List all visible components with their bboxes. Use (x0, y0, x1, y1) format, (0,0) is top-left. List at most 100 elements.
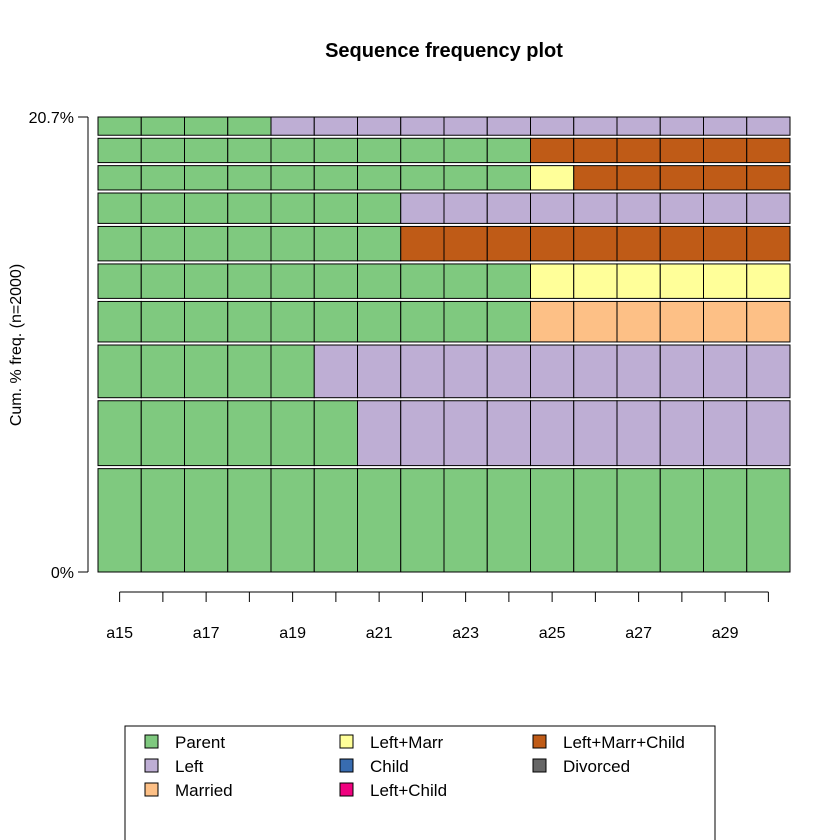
cell-parent-a29 (703, 468, 748, 573)
cell-left-a22 (400, 192, 445, 224)
cell-left-marr-child-a27 (616, 165, 661, 191)
cell-parent-a17 (184, 468, 229, 573)
cell-parent-a19 (270, 468, 315, 573)
x-tick-label: a29 (712, 625, 739, 642)
cell-left-a28 (659, 192, 704, 224)
cell-left-a28 (659, 116, 704, 136)
cell-parent-a21 (357, 300, 402, 343)
cell-parent-a20 (313, 400, 358, 467)
cell-parent-a16 (140, 137, 185, 164)
sequence-8 (97, 165, 791, 191)
cell-left-a27 (616, 400, 661, 467)
cell-left-a29 (703, 400, 748, 467)
cell-married-a30 (746, 300, 791, 343)
cell-left-marr-child-a25 (530, 137, 575, 164)
sequence-3 (97, 344, 791, 399)
legend-swatch (339, 782, 354, 797)
cell-parent-a19 (270, 192, 315, 224)
cell-left-a29 (703, 344, 748, 399)
x-tick-label: a19 (279, 625, 306, 642)
cell-parent-a23 (443, 468, 488, 573)
cell-parent-a24 (486, 137, 531, 164)
cell-parent-a27 (616, 468, 661, 573)
y-tick-label: 20.7% (29, 110, 74, 127)
cell-left-a27 (616, 344, 661, 399)
cell-parent-a28 (659, 468, 704, 573)
cell-parent-a20 (313, 137, 358, 164)
x-tick-label: a21 (366, 625, 393, 642)
cell-left-marr-child-a25 (530, 225, 575, 262)
cell-parent-a17 (184, 400, 229, 467)
cell-left-marr-child-a28 (659, 165, 704, 191)
cell-parent-a19 (270, 165, 315, 191)
cell-parent-a16 (140, 165, 185, 191)
cell-parent-a18 (227, 344, 272, 399)
cell-left-a29 (703, 192, 748, 224)
cell-left-a29 (703, 116, 748, 136)
cell-married-a29 (703, 300, 748, 343)
cell-left-a28 (659, 400, 704, 467)
cell-married-a27 (616, 300, 661, 343)
cell-left-a20 (313, 116, 358, 136)
cell-parent-a17 (184, 192, 229, 224)
cell-left-marr-child-a23 (443, 225, 488, 262)
cell-left-a19 (270, 116, 315, 136)
cell-left-a24 (486, 344, 531, 399)
cell-parent-a15 (97, 300, 142, 343)
cell-parent-a21 (357, 165, 402, 191)
cell-parent-a19 (270, 225, 315, 262)
cell-left-a24 (486, 400, 531, 467)
cell-parent-a20 (313, 300, 358, 343)
sequence-5 (97, 263, 791, 299)
cell-left-marr-a30 (746, 263, 791, 299)
cell-parent-a24 (486, 300, 531, 343)
cell-married-a25 (530, 300, 575, 343)
cell-parent-a16 (140, 192, 185, 224)
cell-left-marr-child-a29 (703, 165, 748, 191)
legend-label: Left (175, 757, 204, 776)
cell-left-marr-a26 (573, 263, 618, 299)
cell-left-a20 (313, 344, 358, 399)
cell-parent-a16 (140, 400, 185, 467)
cell-parent-a23 (443, 300, 488, 343)
cell-parent-a16 (140, 300, 185, 343)
cell-left-a21 (357, 344, 402, 399)
cell-left-a30 (746, 400, 791, 467)
cell-parent-a26 (573, 468, 618, 573)
cell-left-marr-child-a29 (703, 225, 748, 262)
cell-left-marr-child-a26 (573, 165, 618, 191)
cell-left-a30 (746, 116, 791, 136)
legend-label: Left+Marr (370, 733, 444, 752)
cell-left-marr-child-a24 (486, 225, 531, 262)
cell-parent-a24 (486, 263, 531, 299)
cell-parent-a15 (97, 344, 142, 399)
cell-left-a23 (443, 192, 488, 224)
cell-parent-a18 (227, 116, 272, 136)
cell-parent-a15 (97, 263, 142, 299)
cell-parent-a17 (184, 116, 229, 136)
sequence-7 (97, 192, 791, 224)
cell-left-marr-a27 (616, 263, 661, 299)
cell-parent-a17 (184, 300, 229, 343)
cell-parent-a18 (227, 225, 272, 262)
cell-left-marr-child-a26 (573, 137, 618, 164)
legend-label: Divorced (563, 757, 630, 776)
legend-item-left: Left (144, 757, 204, 776)
legend: Parent Left Married Left+Marr Child Left+Chil… (124, 725, 716, 840)
cell-left-marr-child-a30 (746, 225, 791, 262)
x-tick-label: a23 (452, 625, 479, 642)
legend-label: Child (370, 757, 409, 776)
legend-swatch (144, 782, 159, 797)
cell-parent-a22 (400, 263, 445, 299)
cell-parent-a19 (270, 344, 315, 399)
cell-parent-a21 (357, 225, 402, 262)
cell-parent-a23 (443, 137, 488, 164)
sequence-10 (97, 116, 791, 136)
cell-parent-a18 (227, 165, 272, 191)
cell-parent-a17 (184, 137, 229, 164)
cell-left-a26 (573, 192, 618, 224)
cell-left-a25 (530, 344, 575, 399)
legend-item-married: Married (144, 781, 233, 800)
cell-parent-a15 (97, 468, 142, 573)
